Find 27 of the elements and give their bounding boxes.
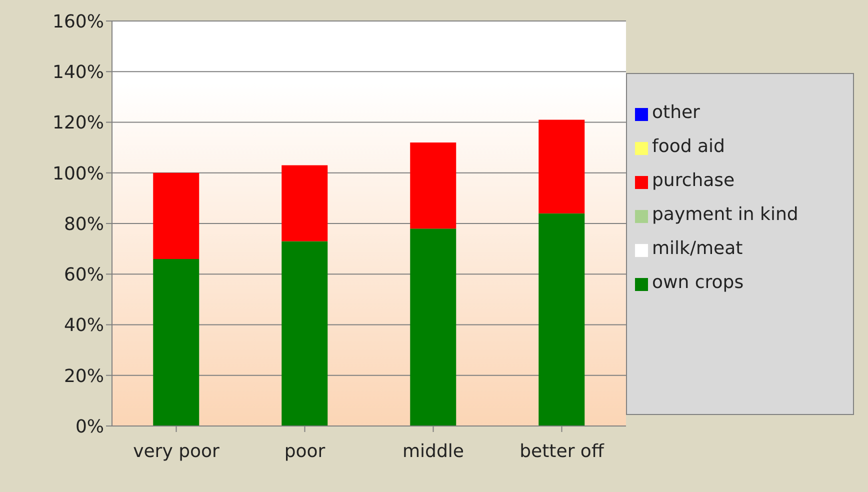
x-tick-label: middle bbox=[402, 440, 464, 462]
y-tick-label: 80% bbox=[64, 214, 104, 235]
legend-label: purchase bbox=[652, 170, 735, 191]
legend-label: other bbox=[652, 102, 700, 123]
y-tick-label: 120% bbox=[52, 112, 104, 134]
y-tick-label: 0% bbox=[75, 416, 104, 438]
bar bbox=[538, 120, 585, 214]
bar bbox=[282, 241, 328, 426]
bar bbox=[282, 165, 328, 242]
x-tick-label: better off bbox=[520, 440, 604, 462]
y-tick-label: 100% bbox=[52, 163, 104, 184]
y-tick-label: 20% bbox=[64, 366, 104, 387]
x-tick-label: very poor bbox=[133, 440, 220, 462]
bar bbox=[153, 172, 200, 259]
legend-label: food aid bbox=[652, 136, 725, 157]
bar bbox=[410, 228, 456, 426]
legend-label: own crops bbox=[652, 272, 744, 293]
bar bbox=[410, 142, 456, 229]
y-tick-label: 60% bbox=[64, 264, 104, 286]
legend-label: payment in kind bbox=[652, 204, 798, 225]
bar bbox=[538, 213, 585, 426]
bar bbox=[153, 258, 200, 426]
y-tick-label: 160% bbox=[52, 11, 104, 32]
x-tick-label: poor bbox=[284, 440, 326, 462]
y-tick-label: 140% bbox=[52, 62, 104, 84]
legend-label: milk/meat bbox=[652, 238, 743, 259]
y-tick-label: 40% bbox=[64, 315, 104, 336]
